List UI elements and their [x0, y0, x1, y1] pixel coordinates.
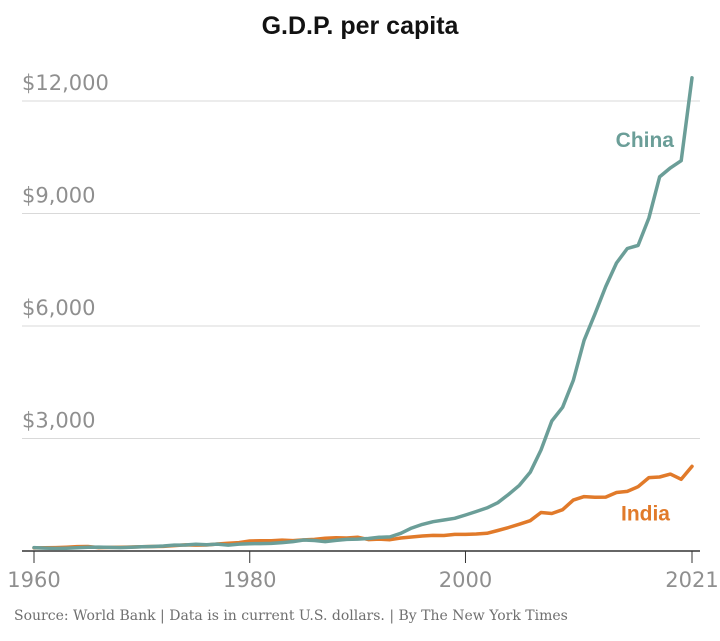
- x-tick-label: 2000: [439, 568, 492, 592]
- x-tick-label: 1960: [7, 568, 60, 592]
- y-tick-label: $6,000: [22, 296, 95, 320]
- x-tick-label: 1980: [223, 568, 276, 592]
- series-lines: [32, 76, 694, 551]
- y-tick-label: $12,000: [22, 71, 109, 95]
- y-tick-label: $9,000: [22, 184, 95, 208]
- series-line-india: [32, 464, 694, 550]
- series-labels: China India: [616, 129, 675, 526]
- y-tick-label: $3,000: [22, 409, 95, 433]
- gridlines: [22, 100, 700, 552]
- y-axis-ticks: $3,000 $6,000 $9,000 $12,000: [22, 71, 109, 433]
- source-note: Source: World Bank | Data is in current …: [14, 608, 568, 624]
- series-label-india: India: [621, 503, 670, 526]
- x-axis-ticks: 1960 1980 2000 2021: [7, 551, 719, 592]
- series-label-china: China: [616, 129, 675, 152]
- chart-title: G.D.P. per capita: [261, 12, 459, 40]
- x-tick-label: 2021: [665, 568, 718, 592]
- series-line-china: [32, 76, 694, 551]
